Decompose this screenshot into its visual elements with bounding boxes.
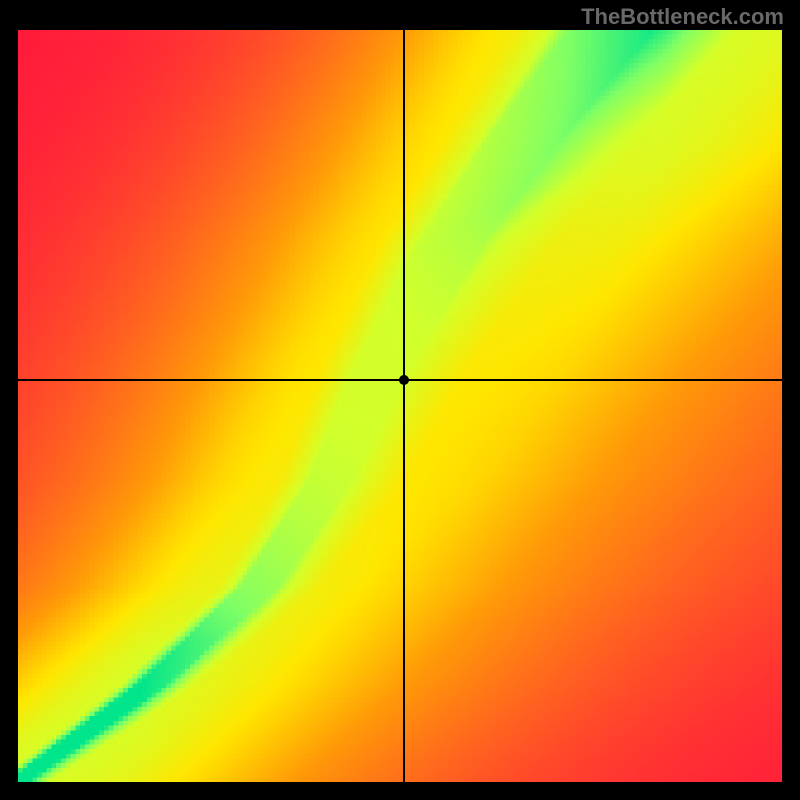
bottleneck-heatmap: [18, 30, 782, 782]
crosshair-dot: [398, 374, 410, 386]
chart-container: { "canvas": { "width_px": 800, "height_p…: [0, 0, 800, 800]
watermark-text: TheBottleneck.com: [581, 4, 784, 30]
